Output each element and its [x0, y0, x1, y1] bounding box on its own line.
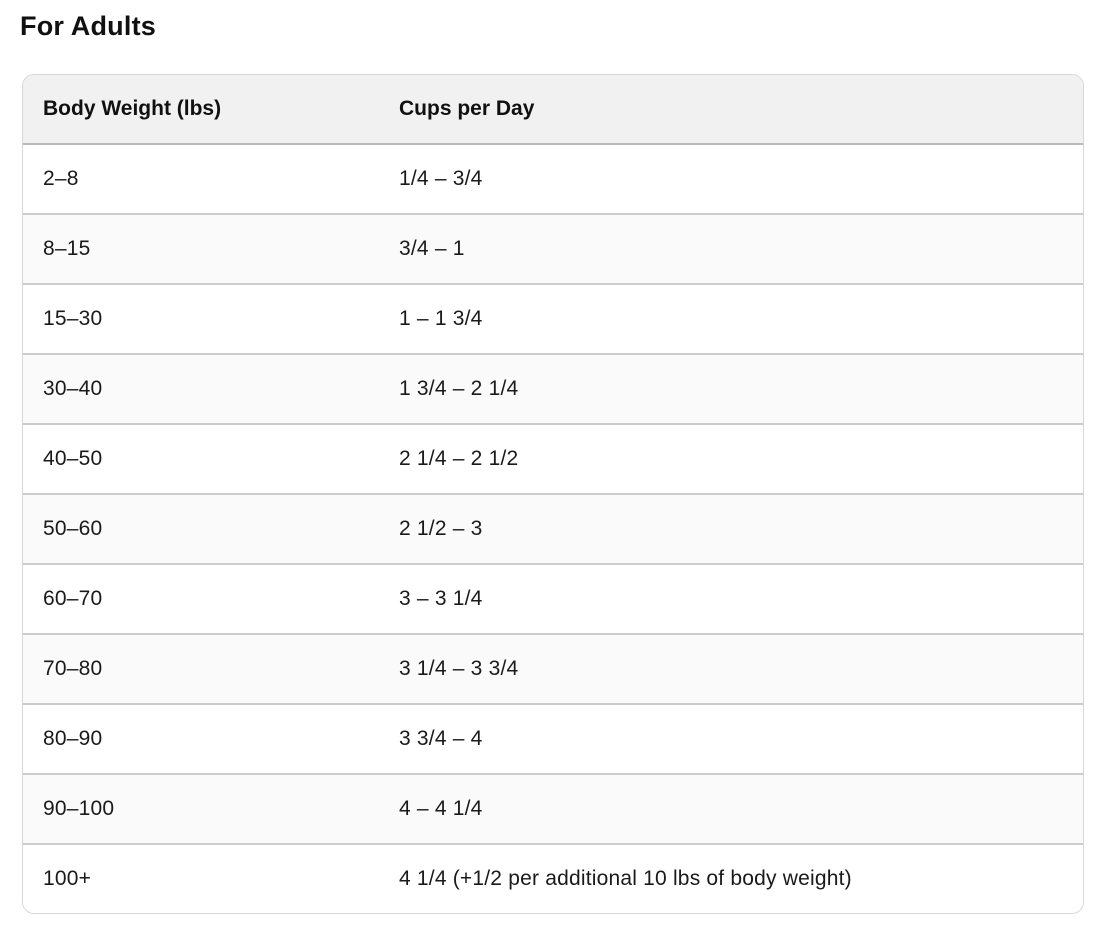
table-row: 2–8 1/4 – 3/4: [23, 144, 1083, 215]
body-weight-cell: 70–80: [23, 634, 379, 705]
body-weight-cell: 90–100: [23, 774, 379, 845]
cups-per-day-cell: 3 3/4 – 4: [379, 704, 1083, 775]
table-row: 8–15 3/4 – 1: [23, 214, 1083, 285]
table-row: 100+ 4 1/4 (+1/2 per additional 10 lbs of…: [23, 844, 1083, 913]
table-body: 2–8 1/4 – 3/4 8–15 3/4 – 1 15–30 1 – 1 3/4 30–…: [23, 144, 1083, 913]
body-weight-cell: 50–60: [23, 494, 379, 565]
feeding-table-card: Body Weight (lbs) Cups per Day 2–8 1/4 – …: [22, 74, 1084, 914]
cups-per-day-cell: 1 3/4 – 2 1/4: [379, 354, 1083, 425]
table-row: 80–90 3 3/4 – 4: [23, 704, 1083, 775]
body-weight-cell: 2–8: [23, 144, 379, 215]
body-weight-cell: 8–15: [23, 214, 379, 285]
body-weight-cell: 80–90: [23, 704, 379, 775]
cups-per-day-cell: 1/4 – 3/4: [379, 144, 1083, 215]
body-weight-cell: 60–70: [23, 564, 379, 635]
col-header-body-weight: Body Weight (lbs): [23, 75, 379, 145]
cups-per-day-cell: 3/4 – 1: [379, 214, 1083, 285]
body-weight-cell: 100+: [23, 844, 379, 913]
cups-per-day-cell: 4 1/4 (+1/2 per additional 10 lbs of bod…: [379, 844, 1083, 913]
cups-per-day-cell: 3 – 3 1/4: [379, 564, 1083, 635]
table-row: 40–50 2 1/4 – 2 1/2: [23, 424, 1083, 495]
table-row: 60–70 3 – 3 1/4: [23, 564, 1083, 635]
cups-per-day-cell: 2 1/2 – 3: [379, 494, 1083, 565]
body-weight-cell: 15–30: [23, 284, 379, 355]
table-row: 15–30 1 – 1 3/4: [23, 284, 1083, 355]
cups-per-day-cell: 1 – 1 3/4: [379, 284, 1083, 355]
table-row: 30–40 1 3/4 – 2 1/4: [23, 354, 1083, 425]
table-header: Body Weight (lbs) Cups per Day: [23, 75, 1083, 145]
body-weight-cell: 40–50: [23, 424, 379, 495]
cups-per-day-cell: 2 1/4 – 2 1/2: [379, 424, 1083, 495]
section-title: For Adults: [20, 11, 156, 41]
table-row: 50–60 2 1/2 – 3: [23, 494, 1083, 565]
table-row: 70–80 3 1/4 – 3 3/4: [23, 634, 1083, 705]
feeding-table: Body Weight (lbs) Cups per Day 2–8 1/4 – …: [23, 75, 1083, 913]
cups-per-day-cell: 4 – 4 1/4: [379, 774, 1083, 845]
table-row: 90–100 4 – 4 1/4: [23, 774, 1083, 845]
col-header-cups-per-day: Cups per Day: [379, 75, 1083, 145]
cups-per-day-cell: 3 1/4 – 3 3/4: [379, 634, 1083, 705]
header-row: Body Weight (lbs) Cups per Day: [23, 75, 1083, 145]
body-weight-cell: 30–40: [23, 354, 379, 425]
